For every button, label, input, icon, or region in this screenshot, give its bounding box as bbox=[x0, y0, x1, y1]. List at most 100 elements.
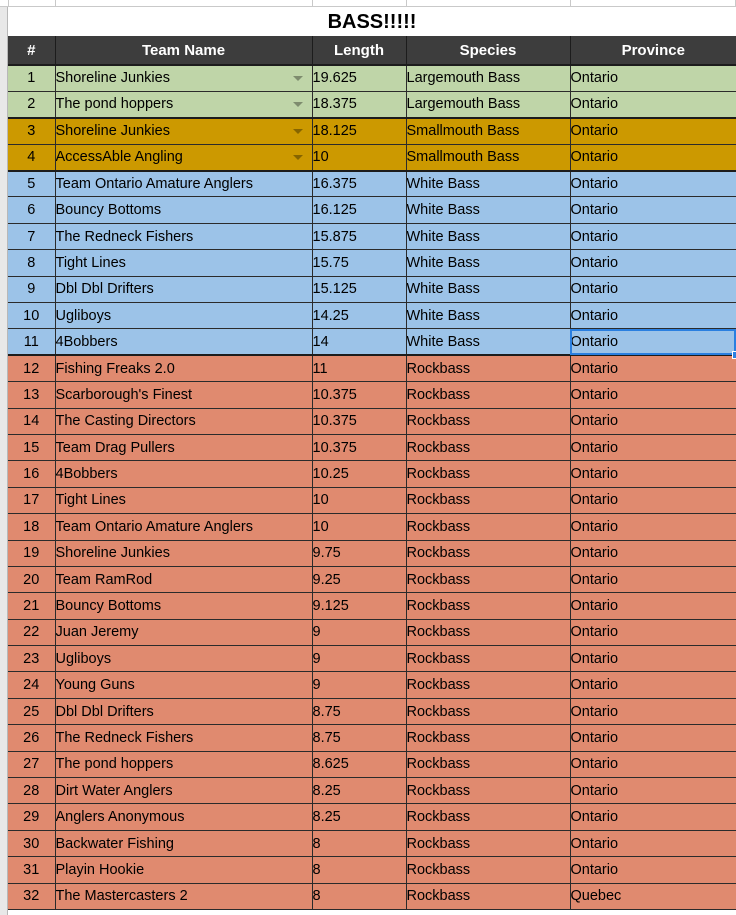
cell-team-name[interactable]: The pond hoppers bbox=[55, 751, 313, 779]
column-header-num[interactable]: # bbox=[8, 36, 56, 66]
cell-row-number[interactable]: 13 bbox=[8, 381, 56, 409]
cell-species[interactable]: White Bass bbox=[406, 276, 571, 304]
cell-species[interactable]: White Bass bbox=[406, 196, 571, 224]
cell-province[interactable]: Ontario bbox=[570, 540, 736, 567]
cell-province[interactable]: Ontario bbox=[570, 355, 736, 383]
table-row[interactable]: 10 Ugliboys 14.25 White Bass Ontario bbox=[8, 302, 736, 330]
cell-row-number[interactable]: 19 bbox=[8, 540, 56, 567]
cell-length[interactable]: 9 bbox=[312, 619, 407, 647]
cell-length[interactable]: 15.125 bbox=[312, 276, 407, 304]
cell-team-name[interactable]: Dbl Dbl Drifters bbox=[55, 698, 313, 726]
cell-team-name[interactable]: The Redneck Fishers bbox=[55, 223, 313, 251]
cell-province[interactable]: Ontario bbox=[570, 513, 736, 541]
sheet-title-row[interactable]: BASS!!!!! bbox=[8, 7, 736, 36]
cell-team-name[interactable]: The Mastercasters 2 bbox=[55, 883, 313, 911]
cell-species[interactable]: Rockbass bbox=[406, 513, 571, 541]
cell-team-name[interactable]: Ugliboys bbox=[55, 302, 313, 330]
cell-province[interactable]: Ontario bbox=[570, 249, 736, 277]
cell-team-name[interactable]: Shoreline Junkies bbox=[55, 117, 313, 145]
column-header-species[interactable]: Species bbox=[406, 36, 571, 66]
cell-species[interactable]: Rockbass bbox=[406, 460, 571, 488]
column-header-team[interactable]: Team Name bbox=[55, 36, 313, 66]
cell-province[interactable]: Ontario bbox=[570, 408, 736, 435]
cell-province[interactable]: Ontario bbox=[570, 302, 736, 330]
cell-length[interactable]: 10.375 bbox=[312, 381, 407, 409]
cell-row-number[interactable]: 20 bbox=[8, 566, 56, 594]
table-row[interactable]: 28 Dirt Water Anglers 8.25 Rockbass Ontario bbox=[8, 777, 736, 805]
chevron-down-icon[interactable] bbox=[292, 129, 303, 135]
chevron-down-icon[interactable] bbox=[292, 155, 303, 161]
cell-species[interactable]: Rockbass bbox=[406, 487, 571, 515]
table-row[interactable]: 21 Bouncy Bottoms 9.125 Rockbass Ontario bbox=[8, 592, 736, 620]
cell-species[interactable]: White Bass bbox=[406, 302, 571, 330]
cell-length[interactable]: 9.25 bbox=[312, 566, 407, 594]
cell-province[interactable]: Ontario bbox=[570, 460, 736, 488]
cell-province[interactable]: Ontario bbox=[570, 276, 736, 304]
cell-length[interactable]: 9.75 bbox=[312, 540, 407, 567]
cell-province[interactable]: Ontario bbox=[570, 671, 736, 699]
cell-row-number[interactable]: 23 bbox=[8, 645, 56, 673]
table-row[interactable]: 11 4Bobbers 14 White Bass Ontario bbox=[8, 328, 736, 357]
chevron-down-icon[interactable] bbox=[292, 102, 303, 108]
cell-province[interactable]: Ontario bbox=[570, 117, 736, 145]
cell-length[interactable]: 8.25 bbox=[312, 777, 407, 805]
cell-length[interactable]: 10 bbox=[312, 487, 407, 515]
row-header-gutter[interactable] bbox=[0, 7, 8, 915]
cell-length[interactable]: 15.75 bbox=[312, 249, 407, 277]
cell-species[interactable]: Rockbass bbox=[406, 434, 571, 462]
cell-row-number[interactable]: 32 bbox=[8, 883, 56, 911]
cell-species[interactable]: Smallmouth Bass bbox=[406, 117, 571, 145]
cell-row-number[interactable]: 4 bbox=[8, 144, 56, 172]
cell-length[interactable]: 11 bbox=[312, 355, 407, 383]
cell-row-number[interactable]: 15 bbox=[8, 434, 56, 462]
cell-province[interactable]: Ontario bbox=[570, 856, 736, 884]
cell-row-number[interactable]: 25 bbox=[8, 698, 56, 726]
table-row[interactable]: 17 Tight Lines 10 Rockbass Ontario bbox=[8, 487, 736, 515]
cell-province[interactable]: Ontario bbox=[570, 777, 736, 805]
table-row[interactable]: 20 Team RamRod 9.25 Rockbass Ontario bbox=[8, 566, 736, 594]
table-row[interactable]: 29 Anglers Anonymous 8.25 Rockbass Ontario bbox=[8, 803, 736, 831]
cell-length[interactable]: 16.125 bbox=[312, 196, 407, 224]
cell-row-number[interactable]: 6 bbox=[8, 196, 56, 224]
cell-row-number[interactable]: 7 bbox=[8, 223, 56, 251]
cell-team-name[interactable]: Playin Hookie bbox=[55, 856, 313, 884]
cell-species[interactable]: Rockbass bbox=[406, 751, 571, 779]
cell-species[interactable]: Rockbass bbox=[406, 724, 571, 752]
cell-province[interactable]: Ontario bbox=[570, 170, 736, 198]
cell-species[interactable]: Rockbass bbox=[406, 566, 571, 594]
cell-species[interactable]: White Bass bbox=[406, 249, 571, 277]
cell-length[interactable]: 10.25 bbox=[312, 460, 407, 488]
table-row[interactable]: 15 Team Drag Pullers 10.375 Rockbass Ontario bbox=[8, 434, 736, 462]
cell-province[interactable]: Ontario bbox=[570, 381, 736, 409]
cell-team-name[interactable]: Fishing Freaks 2.0 bbox=[55, 355, 313, 383]
cell-length[interactable]: 8.625 bbox=[312, 751, 407, 779]
cell-row-number[interactable]: 21 bbox=[8, 592, 56, 620]
table-row[interactable]: 2 The pond hoppers 18.375 Largemouth Bass On… bbox=[8, 91, 736, 119]
cell-species[interactable]: Rockbass bbox=[406, 883, 571, 911]
cell-row-number[interactable]: 11 bbox=[8, 328, 56, 357]
table-row[interactable]: 32 The Mastercasters 2 8 Rockbass Quebec bbox=[8, 883, 736, 911]
cell-team-name[interactable]: Dbl Dbl Drifters bbox=[55, 276, 313, 304]
cell-row-number[interactable]: 29 bbox=[8, 803, 56, 831]
cell-row-number[interactable]: 16 bbox=[8, 460, 56, 488]
table-row[interactable]: 23 Ugliboys 9 Rockbass Ontario bbox=[8, 645, 736, 673]
column-header-province[interactable]: Province bbox=[570, 36, 736, 66]
table-row[interactable]: 7 The Redneck Fishers 15.875 White Bass Onta… bbox=[8, 223, 736, 251]
cell-length[interactable]: 16.375 bbox=[312, 170, 407, 198]
cell-team-name[interactable]: The Redneck Fishers bbox=[55, 724, 313, 752]
cell-team-name[interactable]: Team Drag Pullers bbox=[55, 434, 313, 462]
cell-length[interactable]: 9 bbox=[312, 671, 407, 699]
cell-team-name[interactable]: Bouncy Bottoms bbox=[55, 592, 313, 620]
cell-row-number[interactable]: 22 bbox=[8, 619, 56, 647]
table-row[interactable]: 16 4Bobbers 10.25 Rockbass Ontario bbox=[8, 460, 736, 488]
cell-row-number[interactable]: 17 bbox=[8, 487, 56, 515]
cell-row-number[interactable]: 10 bbox=[8, 302, 56, 330]
cell-length[interactable]: 9.125 bbox=[312, 592, 407, 620]
cell-length[interactable]: 10.375 bbox=[312, 434, 407, 462]
cell-team-name[interactable]: 4Bobbers bbox=[55, 460, 313, 488]
cell-team-name[interactable]: Team Ontario Amature Anglers bbox=[55, 170, 313, 198]
table-row[interactable]: 1 Shoreline Junkies 19.625 Largemouth Bass O… bbox=[8, 65, 736, 92]
cell-row-number[interactable]: 9 bbox=[8, 276, 56, 304]
cell-length[interactable]: 10 bbox=[312, 513, 407, 541]
cell-province[interactable]: Ontario bbox=[570, 566, 736, 594]
